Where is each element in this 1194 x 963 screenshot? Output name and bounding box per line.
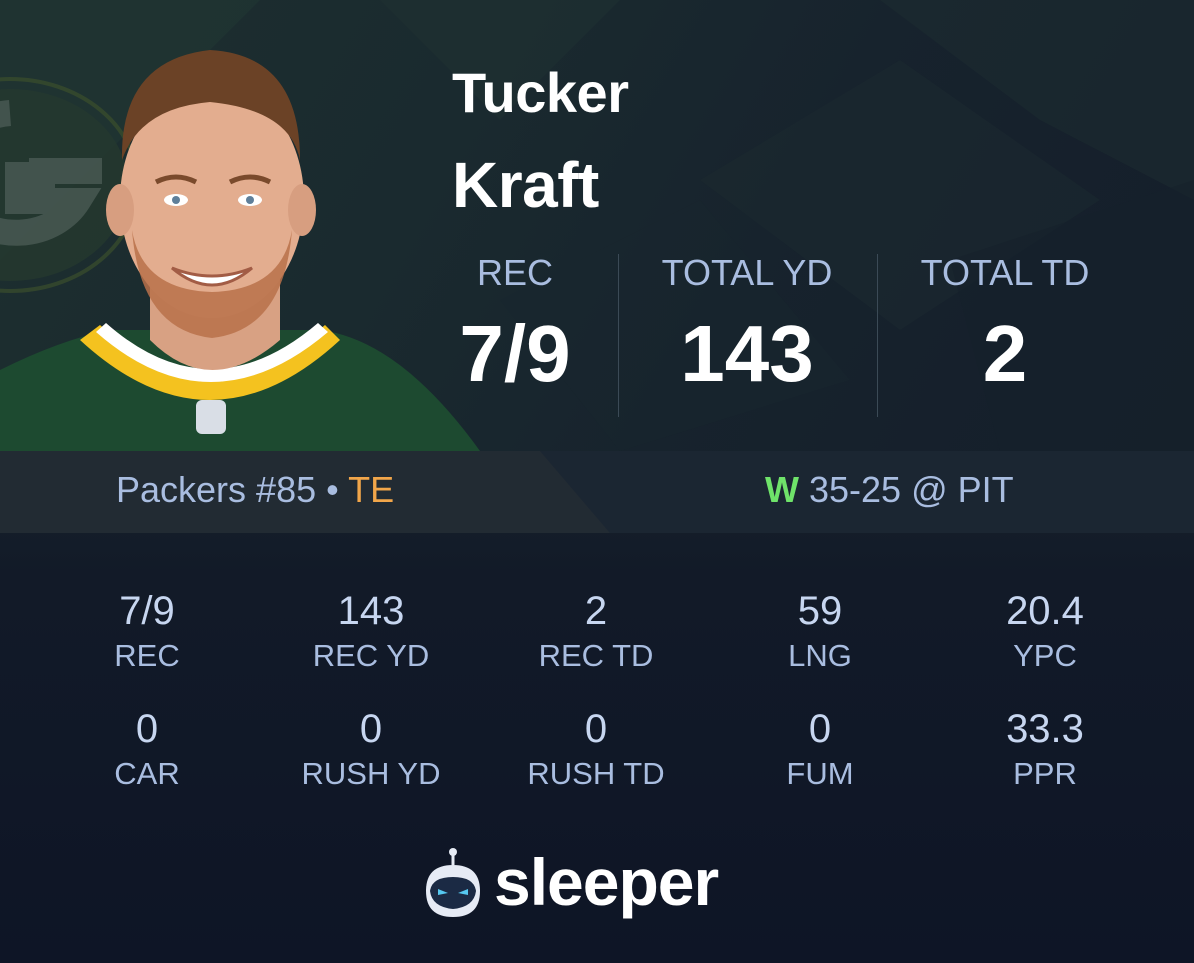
top-stat-label: TOTAL YD <box>661 252 833 293</box>
top-stat-value: 143 <box>680 309 814 398</box>
detailed-stats: 7/9 REC 143 REC YD 2 REC TD 59 LNG 20.4 … <box>0 533 1194 963</box>
game-result: W 35-25 @ PIT <box>765 469 1014 511</box>
position-badge: TE <box>348 469 395 510</box>
team-and-number: Packers #85 • <box>116 469 349 510</box>
sleeper-brand: sleeper <box>422 845 782 919</box>
stat-value: 143 <box>337 589 405 633</box>
brand-wordmark: sleeper <box>494 845 719 919</box>
stat-value: 0 <box>359 707 383 751</box>
stat-label: RUSH YD <box>301 756 441 791</box>
info-bar-left-panel <box>0 451 610 533</box>
stat-divider <box>877 254 878 417</box>
top-stat-total-td: TOTAL TD 2 <box>875 252 1135 400</box>
game-score: 35-25 @ PIT <box>798 469 1014 510</box>
stat-value: 0 <box>135 707 159 751</box>
stat-label: PPR <box>1013 756 1077 791</box>
stat-label: CAR <box>114 756 180 791</box>
stat-ppr: 33.3 PPR <box>945 707 1145 792</box>
player-first-name: Tucker <box>452 61 629 124</box>
stat-fum: 0 FUM <box>720 707 920 792</box>
stat-value: 20.4 <box>1006 589 1084 633</box>
stat-value: 33.3 <box>1006 707 1084 751</box>
top-stat-rec: REC 7/9 <box>385 252 645 400</box>
stat-label: FUM <box>786 756 854 791</box>
stat-rec: 7/9 REC <box>47 589 247 674</box>
stat-ypc: 20.4 YPC <box>945 589 1145 674</box>
stat-rec-yd: 143 REC YD <box>271 589 471 674</box>
player-headshot <box>0 50 480 451</box>
hero-section: Tucker Kraft REC 7/9 TOTAL YD 143 TOTAL … <box>0 0 1194 533</box>
stat-rush-td: 0 RUSH TD <box>496 707 696 792</box>
stat-value: 2 <box>584 589 608 633</box>
stat-value: 59 <box>797 589 843 633</box>
stat-label: LNG <box>788 638 852 673</box>
info-bar: Packers #85 • TE W 35-25 @ PIT <box>0 451 1194 533</box>
stat-label: RUSH TD <box>527 756 665 791</box>
sleeper-mascot-icon <box>426 848 480 917</box>
top-stat-label: REC <box>476 252 553 293</box>
stat-rec-td: 2 REC TD <box>496 589 696 674</box>
stat-car: 0 CAR <box>47 707 247 792</box>
stat-lng: 59 LNG <box>720 589 920 674</box>
game-result-letter: W <box>765 469 799 510</box>
stat-value: 0 <box>808 707 832 751</box>
stat-rush-yd: 0 RUSH YD <box>271 707 471 792</box>
top-stat-value: 7/9 <box>459 309 571 398</box>
stat-value: 0 <box>584 707 608 751</box>
stat-label: REC YD <box>312 638 430 673</box>
team-info: Packers #85 • TE <box>116 469 394 511</box>
top-stat-value: 2 <box>982 309 1028 398</box>
stat-label: YPC <box>1013 638 1077 673</box>
stat-value: 7/9 <box>119 589 175 633</box>
top-stat-total-yd: TOTAL YD 143 <box>617 252 877 400</box>
top-stat-label: TOTAL TD <box>920 252 1090 293</box>
stat-label: REC <box>114 638 180 673</box>
stat-divider <box>618 254 619 417</box>
stat-label: REC TD <box>538 638 654 673</box>
player-last-name: Kraft <box>452 149 599 221</box>
